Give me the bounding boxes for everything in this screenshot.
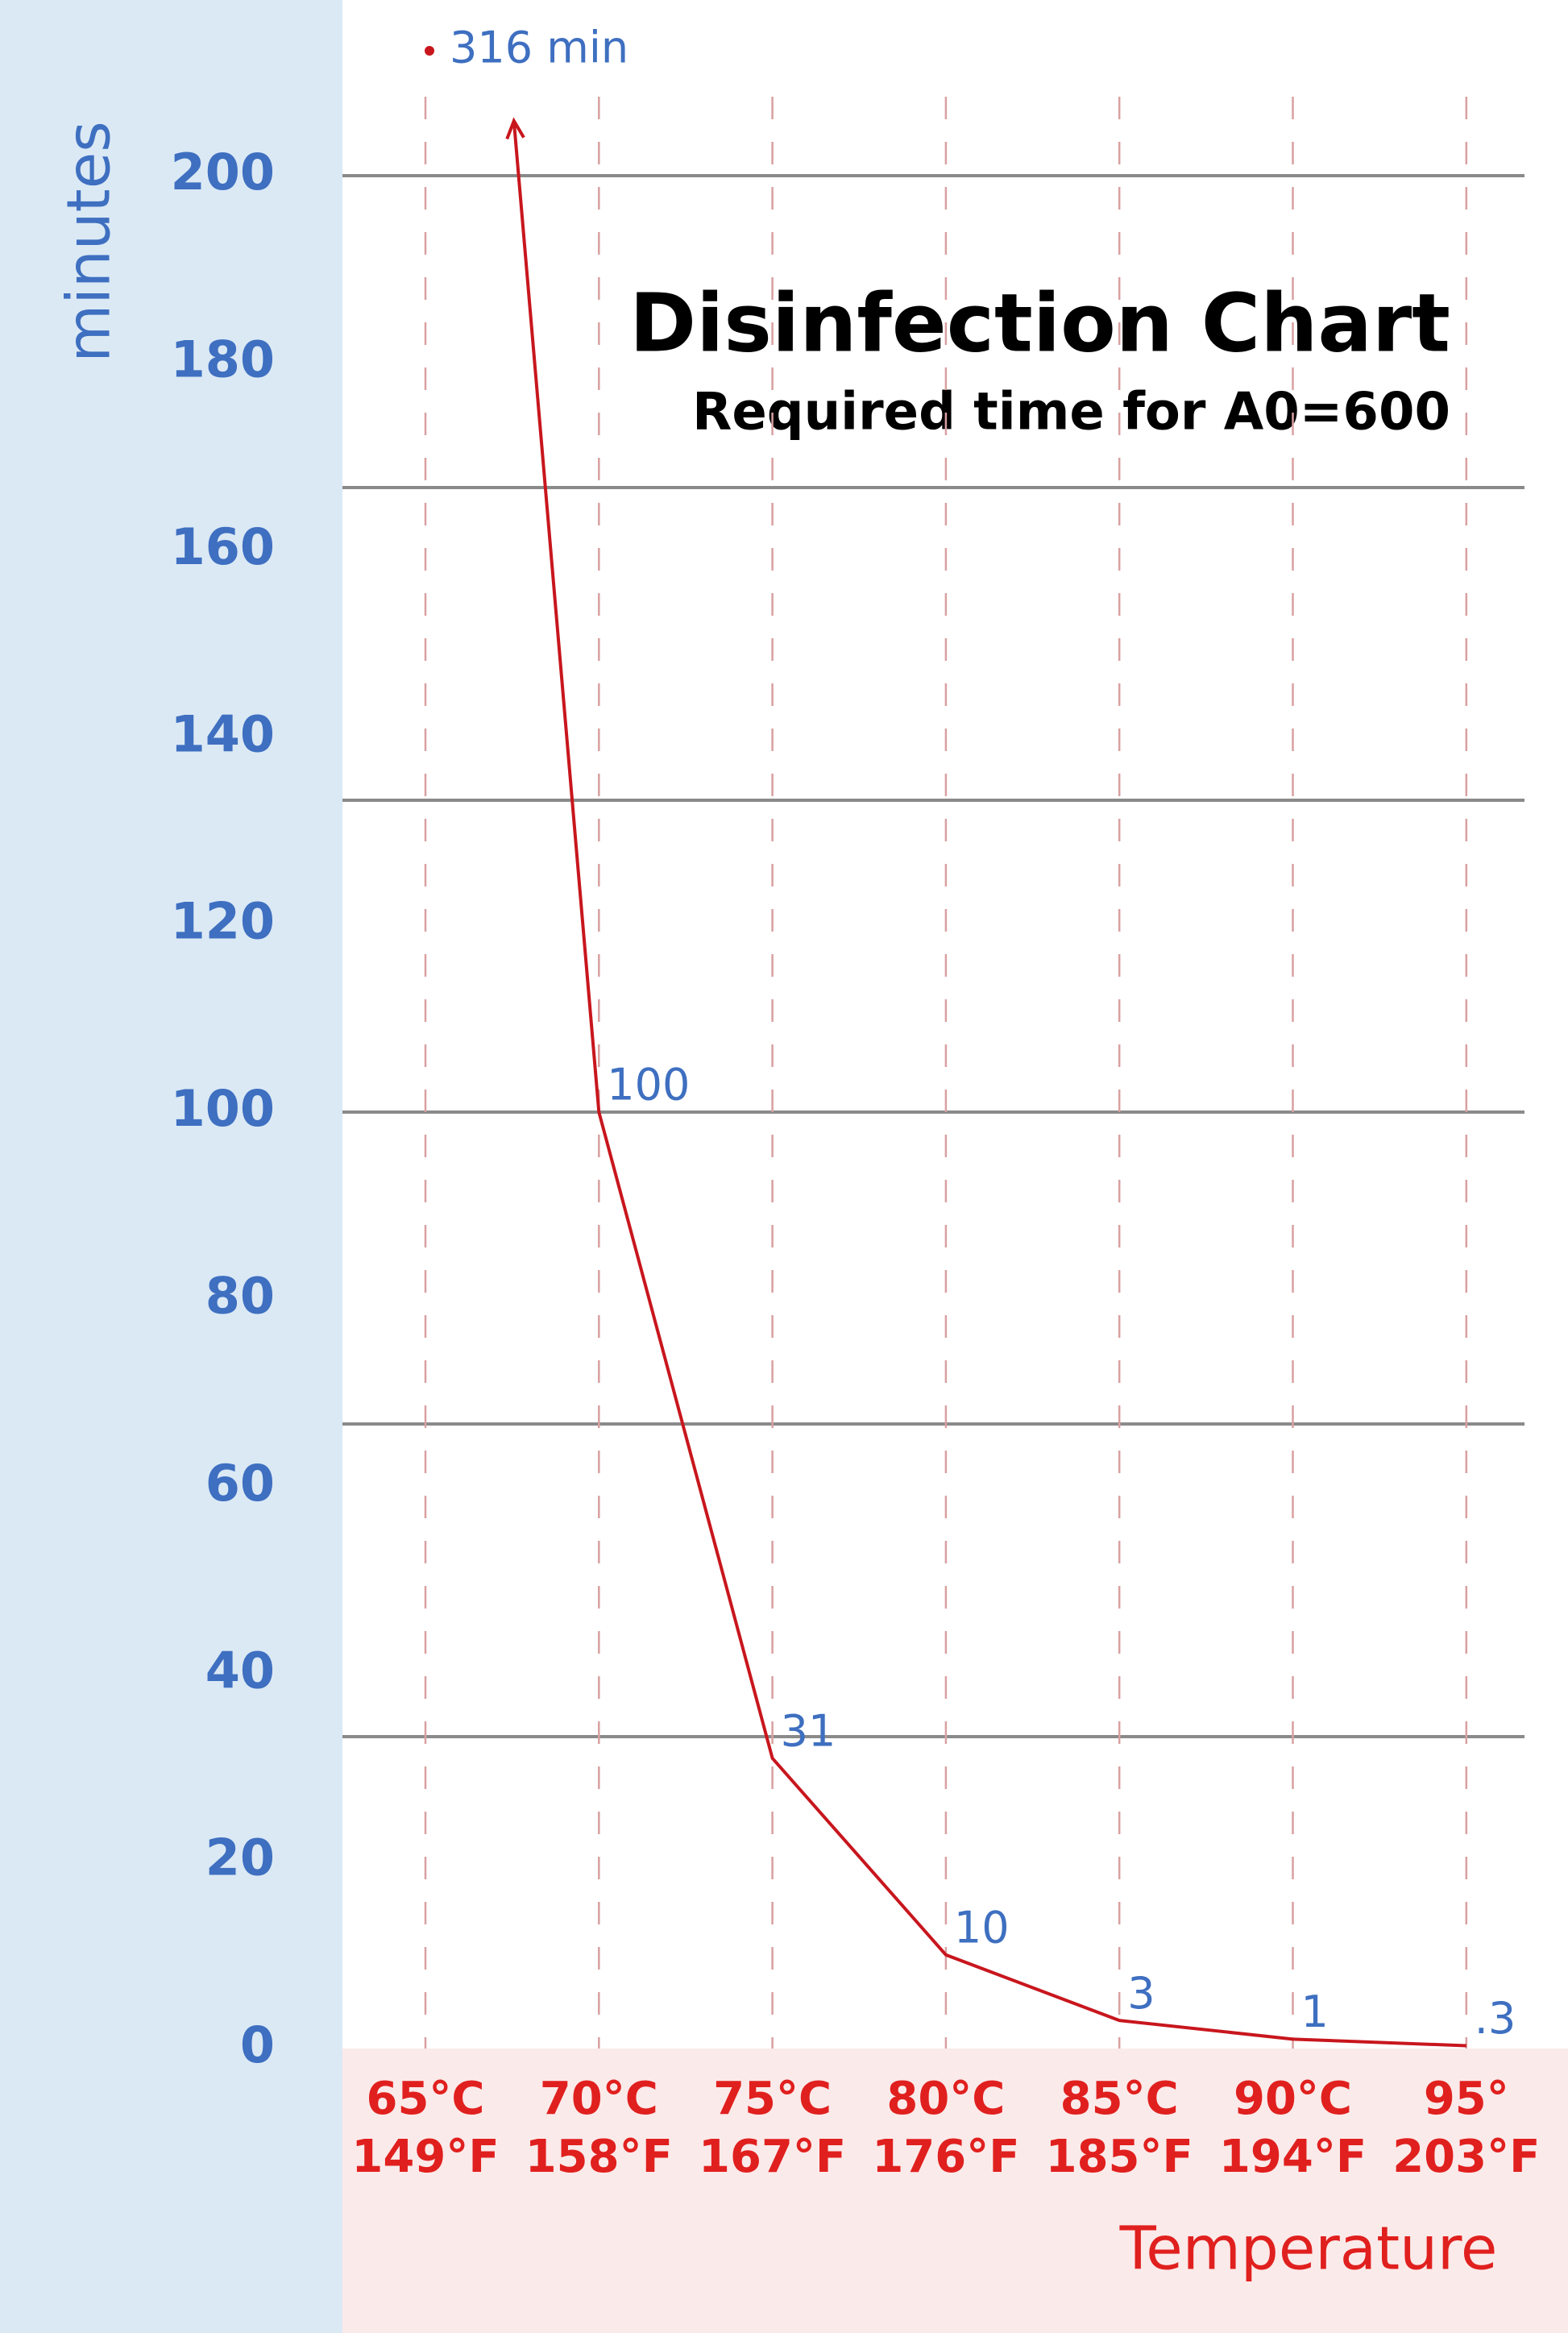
x-tick-label: 65°C — [366, 2073, 484, 2125]
data-line — [512, 121, 1466, 2048]
arrowhead — [505, 117, 525, 140]
value-label: .3 — [1475, 1993, 1516, 2044]
x-panel — [342, 2049, 1568, 2333]
x-tick-label: 70°C — [540, 2073, 658, 2125]
value-label: 31 — [781, 1705, 836, 1756]
x-tick-label-f: 185°F — [1046, 2131, 1193, 2183]
y-tick-label: 100 — [171, 1079, 275, 1138]
value-label: 10 — [954, 1902, 1010, 1953]
x-tick-label-f: 203°F — [1392, 2131, 1540, 2183]
chart-subtitle: Required time for A0=600 — [692, 383, 1450, 442]
offscale-point — [425, 46, 434, 56]
y-tick-label: 140 — [171, 704, 275, 763]
x-tick-label: 85°C — [1060, 2073, 1179, 2125]
y-axis-label: minutes — [55, 121, 124, 363]
x-axis-label: Temperature — [1119, 2215, 1498, 2284]
y-panel — [0, 0, 342, 2333]
y-tick-label: 60 — [205, 1454, 275, 1513]
value-label: 100 — [607, 1060, 690, 1110]
x-tick-label-f: 149°F — [351, 2131, 499, 2183]
y-tick-label: 120 — [171, 892, 275, 951]
x-tick-label-f: 194°F — [1219, 2131, 1367, 2183]
y-tick-label: 80 — [205, 1266, 275, 1325]
x-tick-label: 80°C — [886, 2073, 1005, 2125]
value-label: 316 min — [450, 23, 628, 73]
y-tick-label: 160 — [171, 517, 275, 576]
x-tick-label-f: 176°F — [872, 2131, 1019, 2183]
y-tick-label: 0 — [240, 2015, 275, 2074]
x-tick-label-f: 167°F — [699, 2131, 846, 2183]
x-tick-label: 90°C — [1234, 2073, 1352, 2125]
y-tick-label: 20 — [205, 1829, 275, 1887]
x-tick-label: 95° — [1424, 2073, 1509, 2125]
value-label: 1 — [1301, 1986, 1329, 2037]
y-tick-label: 180 — [171, 330, 275, 388]
x-tick-label-f: 158°F — [525, 2131, 673, 2183]
y-tick-label: 40 — [205, 1641, 275, 1700]
x-tick-label: 75°C — [713, 2073, 832, 2125]
chart-title: Disinfection Chart — [629, 276, 1450, 370]
plot-area — [342, 0, 1568, 2049]
value-label: 3 — [1127, 1968, 1155, 2019]
y-tick-label: 200 — [171, 143, 275, 201]
